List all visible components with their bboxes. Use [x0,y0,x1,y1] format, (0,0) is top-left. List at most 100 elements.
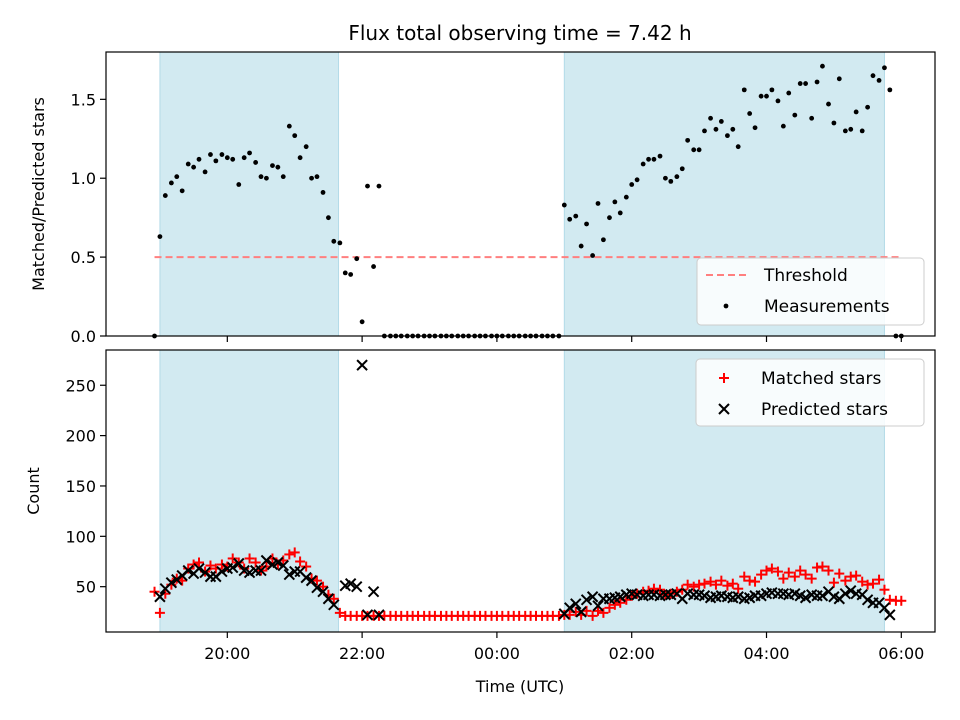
chart-title: Flux total observing time = 7.42 h [348,21,691,45]
matched-stars-point [694,579,705,590]
measurement-point [320,190,326,195]
y-axis-label-count: Count [24,467,43,515]
measurement-point [297,155,303,161]
measurement-point [865,104,871,110]
measurement-point [213,158,219,164]
measurement-point [752,125,758,131]
measurement-point [196,156,202,162]
count-legend: Matched stars Predicted stars [695,358,925,427]
predicted-stars-point [373,609,385,621]
measurement-point [640,161,646,167]
predicted-stars-point [328,599,340,611]
measurement-point [764,93,769,99]
matched-stars-point [655,584,666,595]
matched-stars-point [739,571,750,582]
measurement-point [191,164,197,170]
matched-stars-point [284,549,295,560]
measurement-point [253,160,259,165]
x-b [238,564,250,577]
predicted-stars-point [570,598,582,610]
measurement-point [578,243,584,249]
matched-stars-point [318,581,329,592]
x-b [570,598,582,610]
matched-stars-point [812,562,823,573]
predicted-stars-point [154,591,166,603]
x-b [845,585,857,597]
measurement-point [303,144,309,150]
predicted-stars-point [816,590,829,602]
matched-stars-point [867,578,878,589]
measurement-point [561,202,567,208]
x-b [850,588,862,600]
x-b [873,597,885,609]
predicted-stars-point [272,556,284,569]
x-tick-label: 00:00 [474,644,520,663]
matched-stars-point [896,595,907,606]
predicted-stars-point [182,564,194,577]
count-shaded-interval [159,349,340,633]
measurement-point [629,182,635,187]
matched-stars-point [828,577,839,588]
count-y-tick-label: 100 [65,527,96,546]
measurement-point [280,174,286,180]
x-b [626,588,638,600]
measurement-point [247,150,252,156]
x-b [227,561,239,574]
predicted-stars-point [367,586,380,598]
measurement-point [342,270,348,276]
measurement-point [174,174,180,180]
predicted-stars-point [311,581,323,594]
measurement-point [162,193,168,198]
count-y-tick-label: 150 [65,477,96,496]
predicted-stars-point [193,562,205,575]
x-b [305,574,318,587]
matched-stars-point [587,610,598,621]
ratio-y-tick-label: 1.5 [71,90,96,109]
matched-stars-point [857,576,868,587]
measurement-point [836,76,842,82]
measurement-point [718,119,724,124]
ratio-y-tick-label: 0.0 [71,327,96,346]
measurement-point [270,163,275,169]
measurement-point [309,175,314,181]
x-b [816,590,829,602]
matched-stars-point [834,568,845,579]
x-b [805,589,818,601]
matched-stars-point [761,565,772,576]
measurement-point [842,128,848,134]
predicted-stars-point [344,577,357,590]
x-b [648,589,660,601]
measurement-point [848,126,854,132]
measurement-point [208,152,213,157]
x-b [563,602,576,614]
x-b [586,591,599,603]
measurement-point [241,155,247,161]
y-axis-label-ratio: Matched/Predicted stars [29,97,48,291]
measurement-point [741,87,747,93]
matched-stars-point [648,583,659,594]
measurement-point [685,137,691,143]
predicted-stars-point [255,564,267,577]
matched-stars-point [699,578,710,589]
x-b [283,568,296,581]
x-b [322,593,335,605]
x-b [592,600,604,612]
measurement-point [179,188,185,194]
matched-stars-point [250,557,261,568]
measurement-point [747,111,753,116]
measurement-point [814,79,820,85]
matched-stars-point [851,570,862,581]
matched-stars-point [295,556,306,567]
measurement-point [612,199,618,205]
measurement-point [314,174,320,180]
matched-stars-point [227,553,238,564]
predicted-stars-point [361,609,374,621]
count-y-tick-label: 50 [76,578,96,597]
x-b [373,609,385,621]
predicted-stars-point [592,600,604,612]
legend-predicted-swatch [718,403,730,415]
matched-stars-point [756,569,767,580]
matched-stars-point [154,607,165,618]
x-b [580,594,593,606]
